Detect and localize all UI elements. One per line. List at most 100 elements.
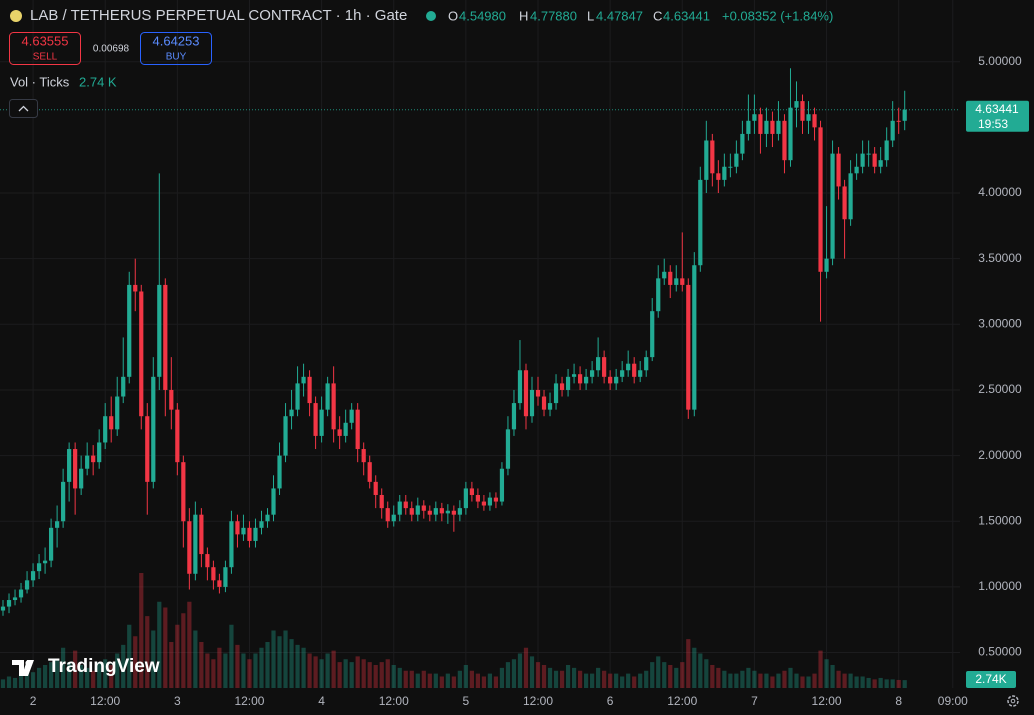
candle-body — [355, 409, 360, 450]
logo-dot — [25, 660, 31, 666]
buy-button[interactable] — [140, 32, 212, 65]
candle-body — [860, 153, 865, 167]
candle-body — [18, 589, 24, 598]
candle-body — [656, 278, 661, 312]
candle-body — [734, 153, 739, 167]
y-tick-label: 1.00000 — [978, 579, 1022, 593]
candle-body — [24, 580, 30, 590]
candle-body — [301, 376, 306, 384]
candle-body — [403, 501, 408, 509]
candle-body — [175, 409, 180, 463]
candle-body — [397, 501, 402, 515]
volume-bar — [397, 667, 402, 688]
volume-bar — [415, 673, 420, 688]
volume-bar — [860, 676, 865, 688]
candle-body — [674, 278, 679, 285]
collapse-button[interactable] — [9, 99, 38, 118]
candle-body — [583, 376, 589, 384]
volume-bar — [85, 667, 90, 688]
volume-bar — [626, 673, 631, 688]
candle-body — [872, 153, 877, 167]
candle-body — [349, 409, 354, 423]
candle-body — [896, 120, 901, 122]
volume-bar — [680, 662, 685, 688]
symbol-title: LAB / TETHERUS PERPETUAL CONTRACT · 1h ·… — [30, 7, 407, 24]
candle-body — [0, 606, 6, 611]
candle-body — [259, 521, 264, 528]
candle-body — [704, 140, 709, 180]
candle-body — [211, 567, 216, 581]
settings-icon-center — [1010, 698, 1016, 704]
countdown: 19:53 — [978, 117, 1008, 131]
candle-body — [716, 173, 721, 180]
volume-bar — [590, 673, 595, 688]
volume-bar — [451, 676, 456, 688]
volume-bar — [541, 665, 547, 688]
candle-body — [55, 521, 60, 528]
candle-body — [740, 133, 745, 154]
volume-bar — [103, 659, 108, 688]
settings-icon[interactable] — [1007, 695, 1019, 707]
volume-bar — [481, 676, 487, 688]
candle-body — [36, 563, 42, 572]
volume-bar — [115, 653, 120, 688]
candle-body — [481, 501, 487, 506]
volume-bar — [30, 672, 36, 688]
candle-body — [523, 370, 529, 417]
volume-bar — [764, 673, 769, 688]
volume-bar — [241, 653, 246, 688]
volume-bar — [12, 677, 18, 688]
volume-bar — [217, 647, 222, 688]
candle-body — [818, 127, 823, 272]
volume-badge-label: 2.74K — [975, 672, 1006, 686]
volume-bar — [602, 670, 607, 688]
volume-bar — [457, 670, 462, 688]
candle-body — [385, 508, 390, 522]
candle-body — [547, 403, 553, 410]
volume-bar — [656, 656, 661, 688]
candle-body — [650, 311, 655, 358]
candle-body — [61, 481, 66, 522]
volume-bar — [559, 670, 565, 688]
volume-bar — [367, 662, 372, 688]
candle-body — [103, 416, 108, 443]
volume-bar — [187, 601, 192, 688]
candle-body — [638, 370, 643, 377]
volume-bar — [283, 630, 288, 688]
candle-body — [331, 383, 336, 430]
candle-body — [782, 120, 787, 161]
volume-bar — [193, 630, 198, 688]
candle-body — [193, 514, 198, 574]
x-tick-label: 6 — [607, 694, 614, 708]
candle-body — [163, 284, 168, 390]
ohlc-label: O — [448, 8, 458, 23]
volume-bar — [529, 656, 535, 688]
candle-body — [97, 442, 102, 463]
candle-body — [295, 383, 300, 410]
volume-bar — [295, 644, 300, 688]
y-tick-label: 5.00000 — [978, 54, 1022, 68]
volume-bar — [608, 673, 613, 688]
header: LAB / TETHERUS PERPETUAL CONTRACT · 1h ·… — [9, 7, 833, 118]
volume-bar — [896, 679, 901, 688]
candle-body — [151, 376, 156, 482]
volume-bar — [259, 647, 264, 688]
settings[interactable] — [1007, 695, 1019, 707]
volume-bar — [547, 667, 553, 688]
candle-body — [133, 284, 138, 292]
volume-bar — [427, 673, 432, 688]
x-tick-label: 3 — [174, 694, 181, 708]
sell-button[interactable] — [9, 32, 81, 65]
volume-bar — [752, 670, 757, 688]
volume-bar — [674, 667, 679, 688]
candle-body — [85, 455, 90, 469]
volume-bar — [109, 665, 114, 688]
candle-body — [728, 166, 733, 168]
collapse-icon — [18, 105, 29, 112]
ohlc-value: 4.47847 — [596, 8, 643, 23]
candle-body — [199, 514, 204, 555]
candle-body — [325, 383, 330, 410]
volume-bar — [151, 630, 156, 688]
volume-bar — [205, 653, 210, 688]
volume-bar — [18, 673, 24, 688]
